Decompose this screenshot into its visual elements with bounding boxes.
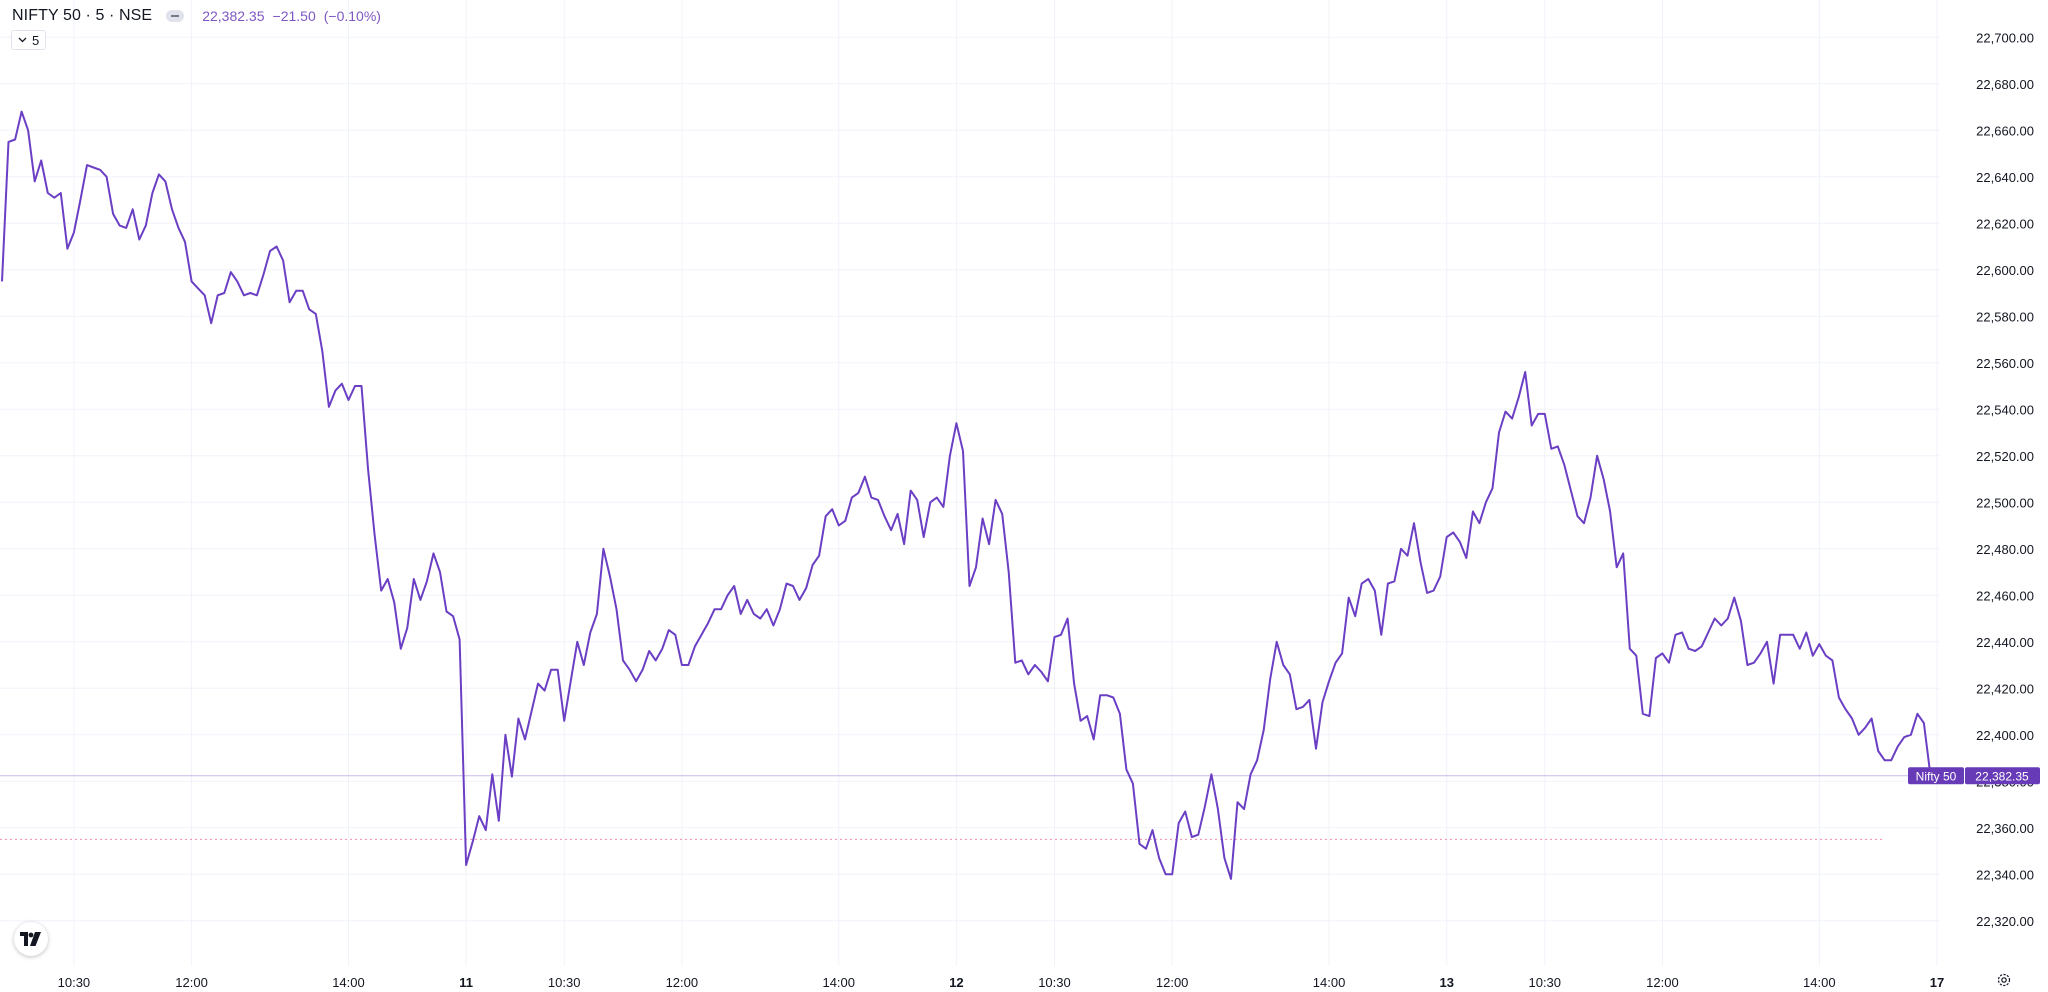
time-axis[interactable]: 10:30 12:00 14:00 11 10:30 12:00 14:00 12 10:30 1… [58, 975, 1945, 990]
chevron-down-icon [18, 37, 27, 43]
symbol-title[interactable]: NIFTY 50 · 5 · NSE [12, 7, 153, 24]
y-tick-label: 22,600.00 [1976, 263, 2034, 278]
y-tick-label: 22,500.00 [1976, 495, 2034, 510]
x-tick-label: 14:00 [822, 975, 855, 990]
chart-legend: NIFTY 50 · 5 · NSE 22,382.35 −21.50 (−0.… [12, 6, 381, 26]
quote-values: 22,382.35 −21.50 (−0.10%) [202, 8, 381, 24]
y-tick-label: 22,660.00 [1976, 123, 2034, 138]
last-price-label: Nifty 50 22,382.35 [1908, 767, 2040, 785]
y-tick-label: 22,420.00 [1976, 681, 2034, 696]
y-tick-label: 22,360.00 [1976, 821, 2034, 836]
x-tick-label: 10:30 [58, 975, 91, 990]
y-tick-label: 22,560.00 [1976, 356, 2034, 371]
y-tick-label: 22,440.00 [1976, 635, 2034, 650]
y-tick-label: 22,340.00 [1976, 867, 2034, 882]
interval-selector[interactable]: 5 [11, 30, 47, 50]
tradingview-logo-icon[interactable] [14, 922, 48, 956]
y-tick-label: 22,320.00 [1976, 914, 2034, 929]
y-tick-label: 22,460.00 [1976, 588, 2034, 603]
chart-grid [0, 0, 1940, 966]
x-tick-label: 17 [1930, 975, 1944, 990]
x-tick-label: 11 [459, 975, 473, 990]
x-tick-label: 12:00 [175, 975, 208, 990]
price-axis[interactable]: 22,320.0022,340.0022,360.0022,380.0022,4… [1976, 30, 2034, 929]
x-tick-label: 12:00 [1646, 975, 1679, 990]
price-label-value: 22,382.35 [1975, 769, 2029, 783]
y-tick-label: 22,580.00 [1976, 309, 2034, 324]
x-tick-label: 12 [949, 975, 963, 990]
gear-icon[interactable] [1996, 972, 2012, 988]
price-change: −21.50 [272, 8, 316, 24]
y-tick-label: 22,640.00 [1976, 170, 2034, 185]
x-tick-label: 14:00 [1313, 975, 1346, 990]
series-line [1, 110, 1932, 880]
y-tick-label: 22,620.00 [1976, 216, 2034, 231]
y-tick-label: 22,700.00 [1976, 30, 2034, 45]
hide-eye-icon[interactable] [166, 10, 185, 22]
x-tick-label: 14:00 [1803, 975, 1836, 990]
y-tick-label: 22,540.00 [1976, 402, 2034, 417]
x-tick-label: 12:00 [1156, 975, 1189, 990]
interval-label: 5 [32, 32, 40, 48]
price-label-value-bg [1965, 767, 2040, 785]
last-price: 22,382.35 [202, 8, 265, 24]
x-tick-label: 14:00 [332, 975, 365, 990]
price-change-percent: (−0.10%) [323, 8, 381, 24]
x-tick-label: 13 [1439, 975, 1453, 990]
y-tick-label: 22,400.00 [1976, 728, 2034, 743]
x-tick-label: 10:30 [548, 975, 581, 990]
price-label-name-bg [1908, 767, 1964, 785]
x-tick-label: 10:30 [1038, 975, 1071, 990]
y-tick-label: 22,680.00 [1976, 77, 2034, 92]
x-tick-label: 10:30 [1528, 975, 1561, 990]
y-tick-label: 22,520.00 [1976, 449, 2034, 464]
y-tick-label: 22,480.00 [1976, 542, 2034, 557]
price-label-name: Nifty 50 [1916, 769, 1957, 783]
x-tick-label: 12:00 [666, 975, 699, 990]
